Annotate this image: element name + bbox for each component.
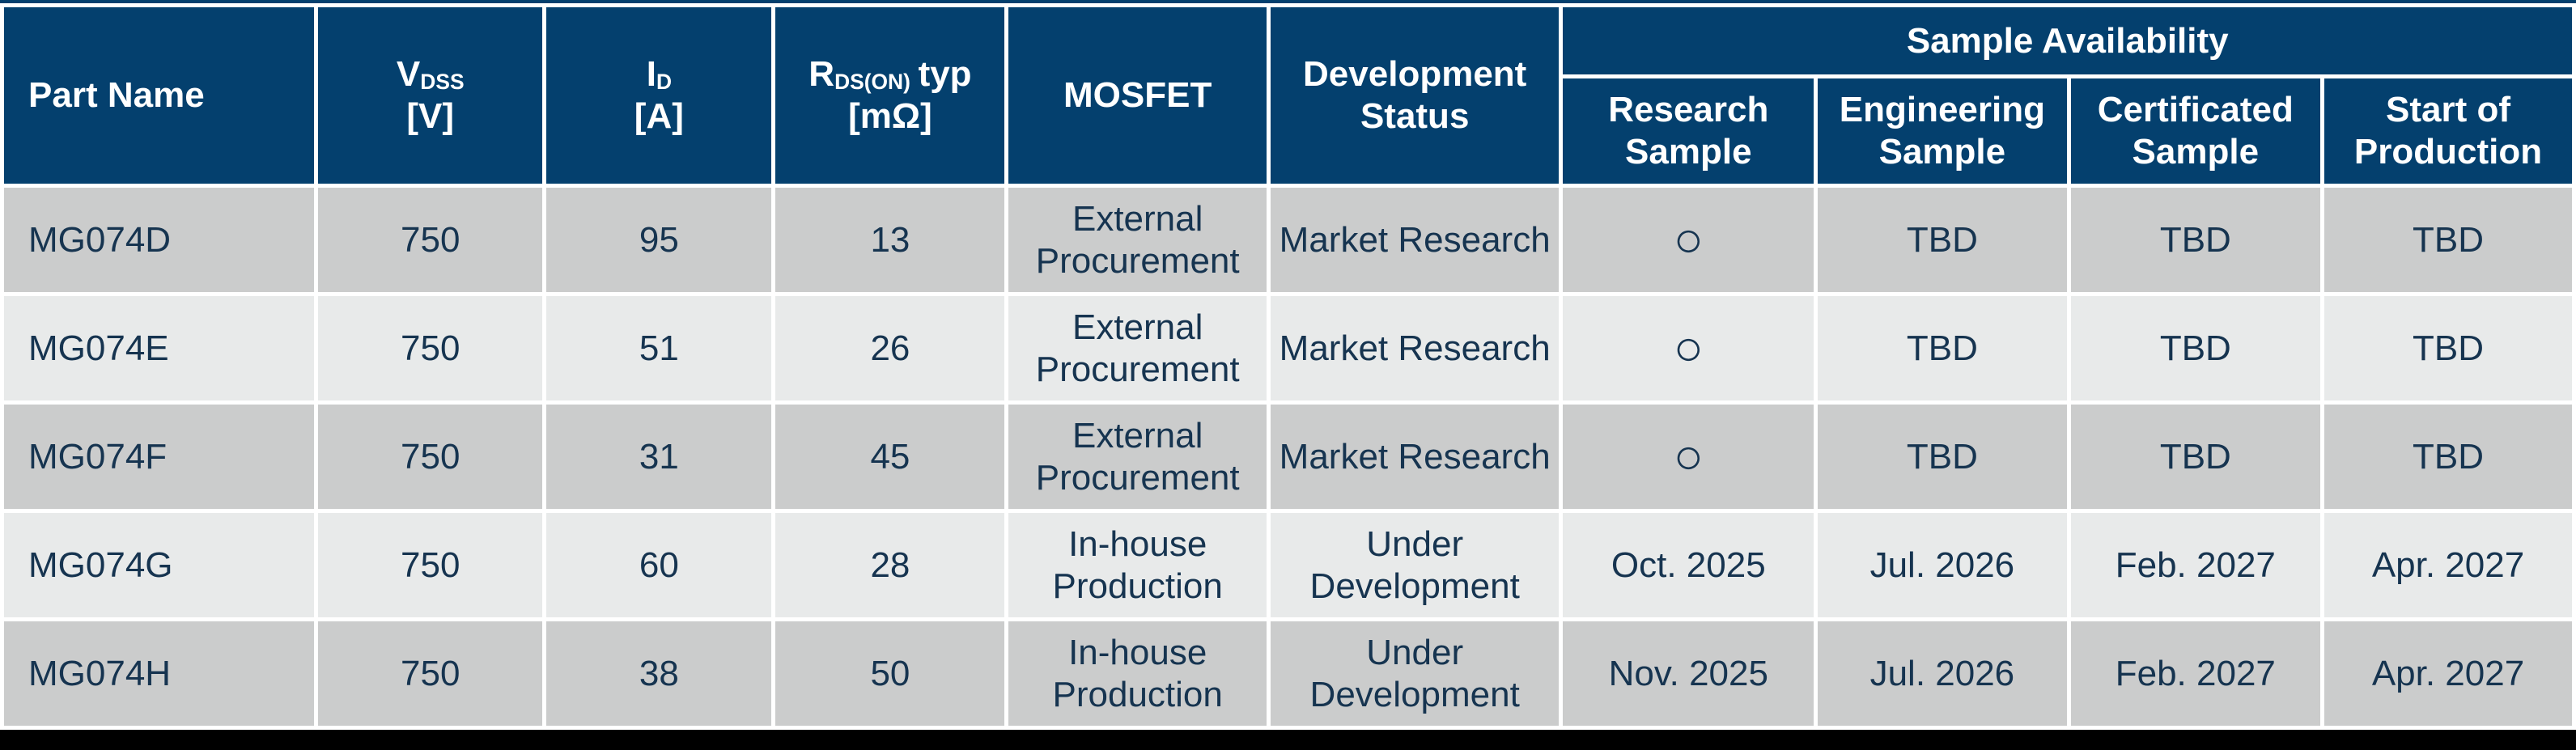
- cell-id: 51: [546, 296, 772, 400]
- development-status-label: Development Status: [1303, 54, 1527, 136]
- cell-research-sample: Oct. 2025: [1563, 513, 1814, 617]
- rdson-unit: [mΩ]: [848, 96, 932, 136]
- sample-availability-label: Sample Availability: [1906, 20, 2229, 61]
- cell-engineering-sample: TBD: [1818, 188, 2067, 292]
- vdss-symbol: VDSS: [396, 54, 465, 95]
- rdson-symbol: RDS(ON) typ: [808, 54, 972, 95]
- mosfet-label: MOSFET: [1063, 75, 1212, 116]
- table-body: MG074D 750 95 13 External Procurement Ma…: [4, 188, 2572, 726]
- cell-start-of-production: TBD: [2324, 296, 2572, 400]
- cell-mosfet: External Procurement: [1008, 405, 1267, 509]
- header-group-row: Part Name VDSS [V] ID [A] RDS(ON) typ [mΩ…: [4, 7, 2572, 184]
- cell-mosfet: In-house Production: [1008, 513, 1267, 617]
- cell-part-name: MG074D: [4, 188, 315, 292]
- table-header: Part Name VDSS [V] ID [A] RDS(ON) typ [mΩ…: [4, 7, 2572, 184]
- cell-rdson: 50: [775, 621, 1005, 726]
- col-header-part-name: Part Name: [4, 7, 315, 184]
- cell-research-sample: ○: [1563, 296, 1814, 400]
- cell-certificated-sample: Feb. 2027: [2070, 513, 2321, 617]
- col-header-research-sample: Research Sample: [1563, 78, 1814, 184]
- cell-part-name: MG074G: [4, 513, 315, 617]
- col-header-mosfet: MOSFET: [1008, 7, 1267, 184]
- cell-certificated-sample: TBD: [2070, 296, 2321, 400]
- col-header-start-of-production: Start of Production: [2324, 78, 2572, 184]
- cell-certificated-sample: Feb. 2027: [2070, 621, 2321, 726]
- cell-vdss: 750: [318, 296, 543, 400]
- cell-research-sample: Nov. 2025: [1563, 621, 1814, 726]
- cell-mosfet: In-house Production: [1008, 621, 1267, 726]
- col-header-vdss: VDSS [V]: [318, 7, 543, 184]
- table-row: MG074E 750 51 26 External Procurement Ma…: [4, 296, 2572, 400]
- cell-start-of-production: TBD: [2324, 188, 2572, 292]
- bottom-bar: [0, 730, 2576, 750]
- cell-certificated-sample: TBD: [2070, 188, 2321, 292]
- cell-vdss: 750: [318, 621, 543, 726]
- col-header-development-status: Development Status: [1270, 7, 1560, 184]
- col-header-certificated-sample: Certificated Sample: [2070, 78, 2321, 184]
- cell-development-status: Under Development: [1270, 621, 1560, 726]
- cell-engineering-sample: Jul. 2026: [1818, 621, 2067, 726]
- cell-development-status: Market Research: [1270, 405, 1560, 509]
- cell-id: 31: [546, 405, 772, 509]
- cell-research-sample: ○: [1563, 188, 1814, 292]
- cell-certificated-sample: TBD: [2070, 405, 2321, 509]
- col-header-sample-availability: Sample Availability: [1563, 7, 2572, 74]
- mosfet-lineup-table: Part Name VDSS [V] ID [A] RDS(ON) typ [mΩ…: [0, 3, 2576, 730]
- cell-rdson: 45: [775, 405, 1005, 509]
- cell-development-status: Market Research: [1270, 188, 1560, 292]
- header-sub-row: Research Sample Engineering Sample Certi…: [4, 78, 2572, 184]
- cell-development-status: Under Development: [1270, 513, 1560, 617]
- id-unit: [A]: [634, 96, 684, 136]
- vdss-unit: [V]: [406, 96, 455, 136]
- cell-start-of-production: Apr. 2027: [2324, 513, 2572, 617]
- part-name-label: Part Name: [28, 75, 205, 116]
- cell-engineering-sample: TBD: [1818, 296, 2067, 400]
- cell-part-name: MG074E: [4, 296, 315, 400]
- cell-part-name: MG074H: [4, 621, 315, 726]
- col-header-engineering-sample: Engineering Sample: [1818, 78, 2067, 184]
- cell-vdss: 750: [318, 188, 543, 292]
- cell-mosfet: External Procurement: [1008, 188, 1267, 292]
- cell-engineering-sample: Jul. 2026: [1818, 513, 2067, 617]
- cell-vdss: 750: [318, 405, 543, 509]
- cell-mosfet: External Procurement: [1008, 296, 1267, 400]
- id-symbol: ID: [646, 54, 672, 95]
- col-header-id: ID [A]: [546, 7, 772, 184]
- table-row: MG074G 750 60 28 In-house Production Und…: [4, 513, 2572, 617]
- cell-id: 95: [546, 188, 772, 292]
- cell-development-status: Market Research: [1270, 296, 1560, 400]
- cell-rdson: 28: [775, 513, 1005, 617]
- cell-id: 38: [546, 621, 772, 726]
- col-header-rdson: RDS(ON) typ [mΩ]: [775, 7, 1005, 184]
- cell-rdson: 26: [775, 296, 1005, 400]
- top-border-rule: [0, 0, 2576, 3]
- cell-rdson: 13: [775, 188, 1005, 292]
- table-row: MG074H 750 38 50 In-house Production Und…: [4, 621, 2572, 726]
- table-row: MG074D 750 95 13 External Procurement Ma…: [4, 188, 2572, 292]
- cell-engineering-sample: TBD: [1818, 405, 2067, 509]
- cell-start-of-production: TBD: [2324, 405, 2572, 509]
- table-row: MG074F 750 31 45 External Procurement Ma…: [4, 405, 2572, 509]
- cell-research-sample: ○: [1563, 405, 1814, 509]
- cell-vdss: 750: [318, 513, 543, 617]
- cell-id: 60: [546, 513, 772, 617]
- cell-start-of-production: Apr. 2027: [2324, 621, 2572, 726]
- cell-part-name: MG074F: [4, 405, 315, 509]
